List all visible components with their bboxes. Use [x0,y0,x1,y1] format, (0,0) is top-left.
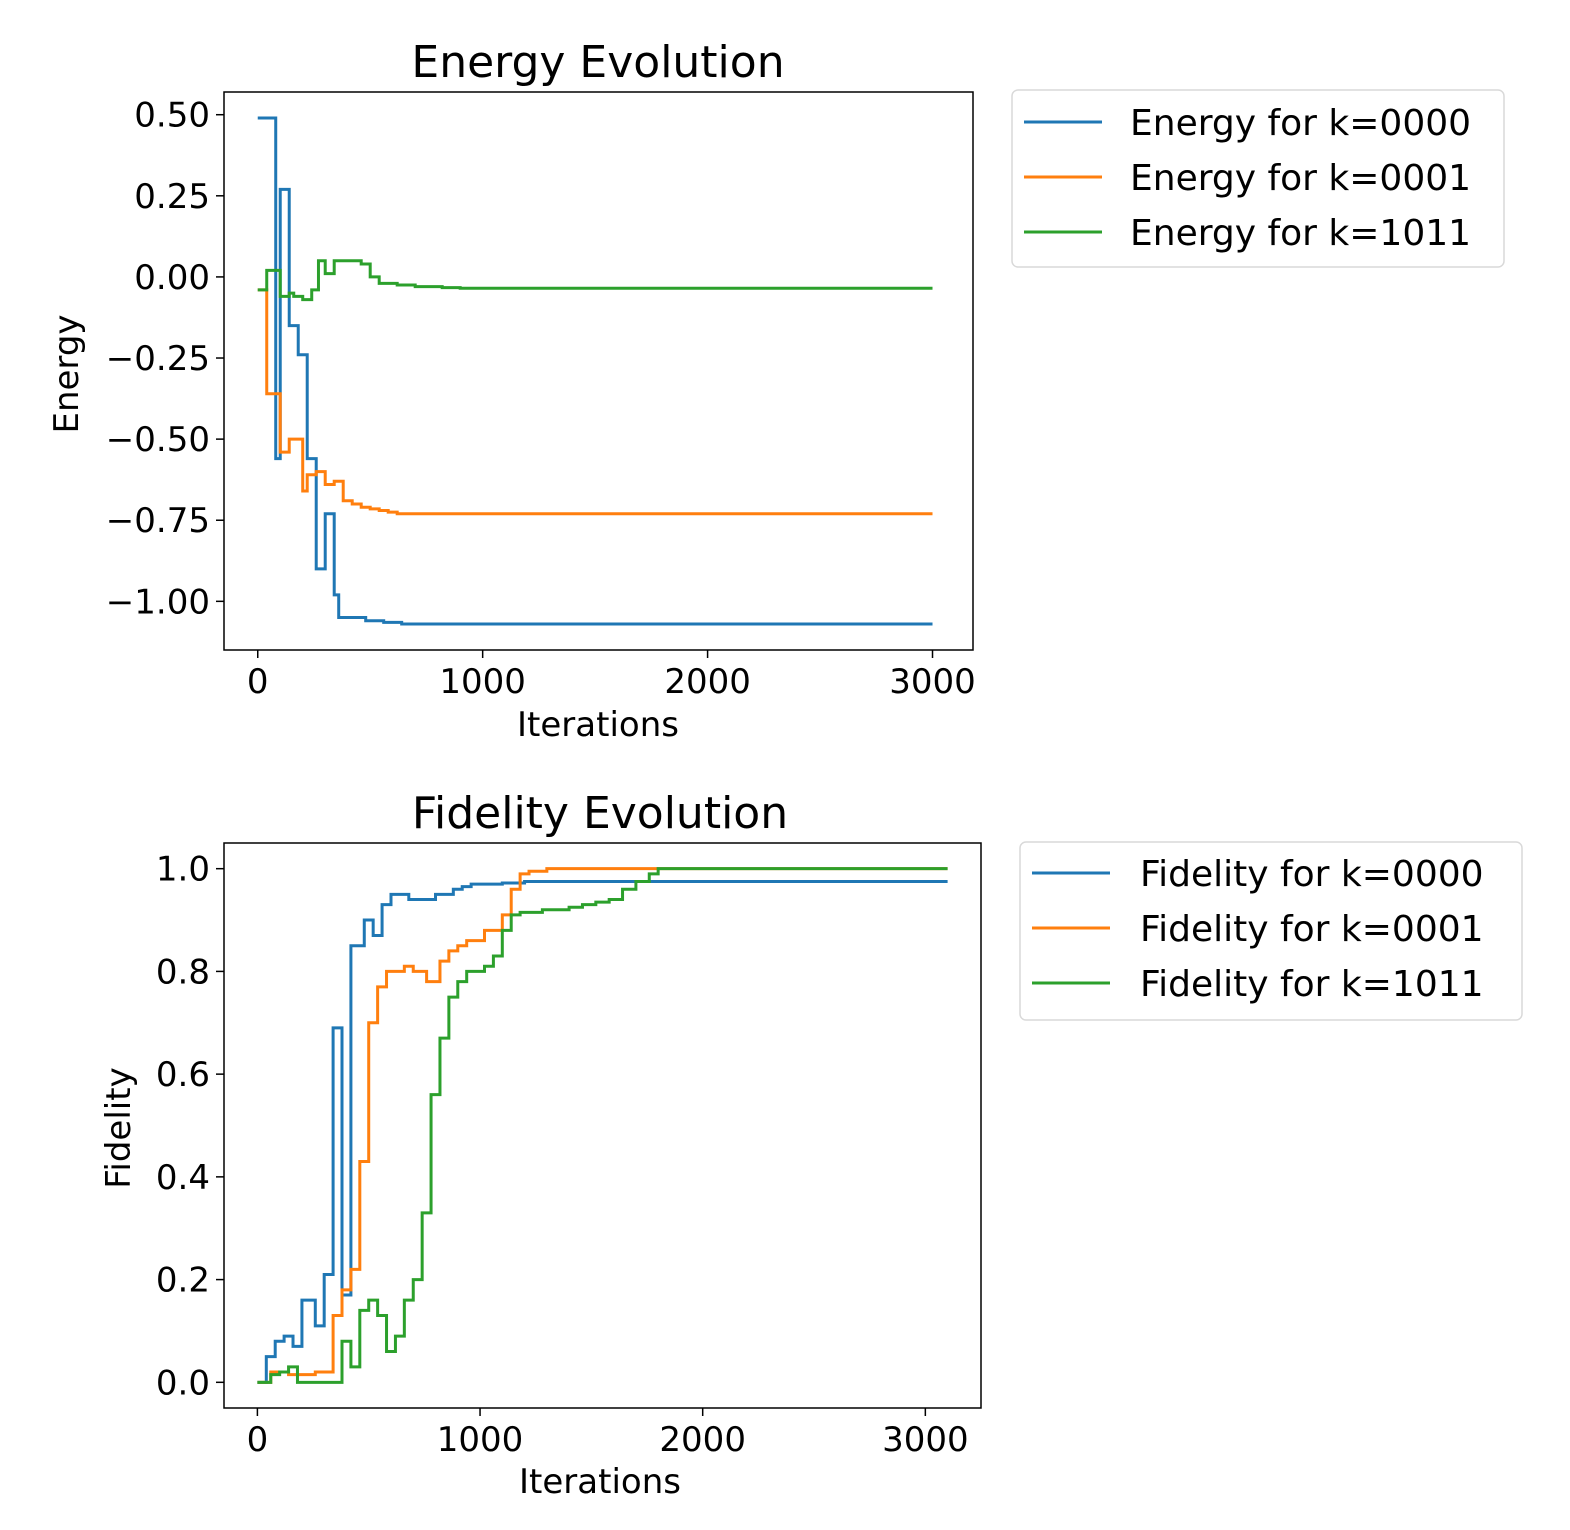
chart-title: Fidelity Evolution [412,788,788,839]
x-axis-label: Iterations [519,1462,681,1502]
series-line-1 [257,880,948,1384]
series-line-1 [257,116,933,626]
y-axis-label: Energy [47,314,87,433]
plot-frame [223,91,974,651]
x-tick-label: 2000 [659,1420,746,1460]
x-tick-label: 3000 [889,662,976,702]
series-line-3 [257,259,933,302]
series-line-2 [257,288,933,516]
y-tick-label: 0.25 [134,177,210,217]
x-tick-label: 0 [247,1420,269,1460]
plot-lines [257,867,948,1384]
y-tick-label: 0.2 [156,1261,210,1301]
x-tick-label: 0 [247,662,269,702]
y-tick-label: 0.6 [156,1055,210,1095]
chart-title: Energy Evolution [411,37,784,88]
x-tick-label: 1000 [439,662,526,702]
x-tick-label: 2000 [664,662,751,702]
x-ticks: 0 1000 2000 3000 [247,650,976,702]
legend-label: Fidelity for k=0000 [1140,854,1484,895]
fidelity-chart: Fidelity Evolution Iterations Fidelity 0… [99,788,1523,1502]
energy-chart: Energy Evolution Iterations Energy 0 1000… [47,37,1505,745]
legend: Energy for k=0000 Energy for k=0001 Energy… [1011,89,1505,268]
series-line-2 [257,867,948,1384]
x-ticks: 0 1000 2000 3000 [247,1408,969,1460]
y-tick-label: −0.25 [106,339,210,379]
x-tick-label: 1000 [437,1420,524,1460]
legend-label: Fidelity for k=0001 [1140,909,1484,950]
y-ticks: 1.0 0.8 0.6 0.4 0.2 0.0 [156,850,224,1403]
y-axis-label: Fidelity [99,1067,139,1188]
legend-label: Energy for k=0001 [1130,158,1471,199]
y-tick-label: 0.00 [134,258,210,298]
series-line-3 [257,867,948,1384]
y-tick-label: 0.50 [134,96,210,136]
plot-frame [223,842,982,1409]
legend-label: Fidelity for k=1011 [1140,964,1484,1005]
plot-lines [257,116,933,626]
y-tick-label: −0.50 [106,420,210,460]
y-ticks: 0.50 0.25 0.00 −0.25 −0.50 −0.75 −1.00 [106,96,224,622]
x-axis-label: Iterations [517,705,679,745]
y-tick-label: 0.4 [156,1158,210,1198]
y-tick-label: 1.0 [156,850,210,890]
y-tick-label: −0.75 [106,501,210,541]
legend-label: Energy for k=0000 [1130,103,1471,144]
y-tick-label: 0.8 [156,952,210,992]
legend-label: Energy for k=1011 [1130,213,1471,254]
y-tick-label: −1.00 [106,582,210,622]
legend-box [1011,89,1505,268]
legend-box [1019,841,1523,1021]
y-tick-label: 0.0 [156,1363,210,1403]
x-tick-label: 3000 [882,1420,969,1460]
legend: Fidelity for k=0000 Fidelity for k=0001 Fi… [1019,841,1523,1021]
